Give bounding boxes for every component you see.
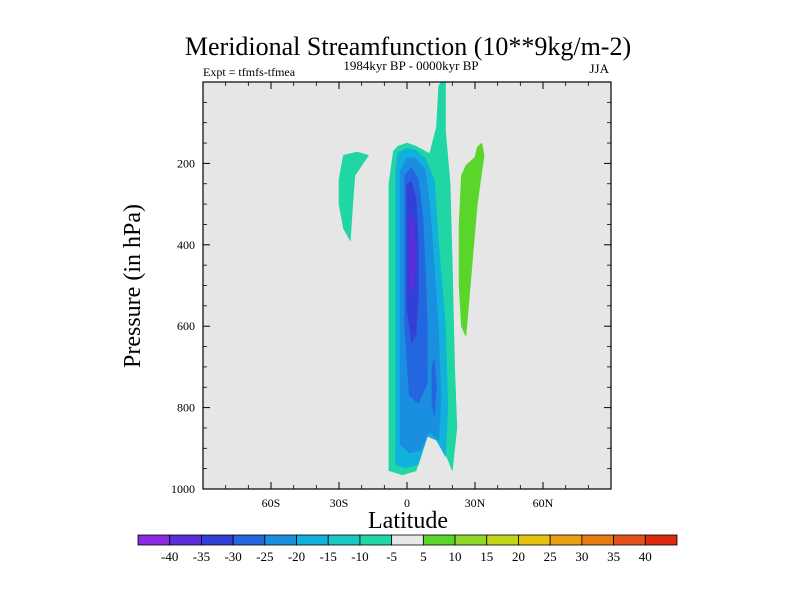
colorbar-swatch xyxy=(201,534,234,546)
colorbar-label: 35 xyxy=(607,549,620,564)
x-tick-label: 60S xyxy=(262,496,281,510)
contour-regions xyxy=(338,81,485,476)
y-tick-label: 600 xyxy=(177,319,195,333)
colorbar-swatch xyxy=(232,534,266,546)
experiment-label: Expt = tfmfs-tfmea xyxy=(203,65,296,79)
chart-title: Meridional Streamfunction (10**9kg/m-2) xyxy=(185,32,631,61)
colorbar-swatch xyxy=(137,534,171,546)
x-tick-label: 30N xyxy=(465,496,486,510)
season-label: JJA xyxy=(589,61,609,76)
colorbar-swatch xyxy=(454,534,488,546)
colorbar-label: 5 xyxy=(420,549,427,564)
x-tick-label: 60N xyxy=(533,496,554,510)
axis-ticks: 60S 30S 0 30N 60N 200 400 600 800 1000 xyxy=(171,82,611,510)
x-tick-label: 30S xyxy=(330,496,349,510)
colorbar-label: 40 xyxy=(639,549,652,564)
contour-region-6 xyxy=(408,215,417,290)
y-tick-label: 1000 xyxy=(171,482,195,496)
colorbar-label: 25 xyxy=(544,549,557,564)
contour-region-0 xyxy=(338,151,369,242)
colorbar-swatch xyxy=(581,534,614,546)
colorbar-swatch xyxy=(644,534,678,546)
colorbar-swatch xyxy=(264,534,297,546)
colorbar-swatch xyxy=(518,534,551,546)
y-tick-label: 400 xyxy=(177,238,195,252)
y-tick-label: 200 xyxy=(177,156,195,170)
colorbar-swatch xyxy=(422,534,456,546)
colorbar-label: -40 xyxy=(161,549,178,564)
x-axis-label: Latitude xyxy=(368,508,448,534)
colorbar-label: -20 xyxy=(288,549,305,564)
colorbar-swatch xyxy=(359,534,393,546)
colorbar-swatch xyxy=(327,534,361,546)
y-tick-label: 800 xyxy=(177,401,195,415)
colorbar-swatch xyxy=(296,534,329,546)
colorbar-label: -35 xyxy=(193,549,210,564)
colorbar-swatch xyxy=(486,534,519,546)
colorbar-label: 10 xyxy=(449,549,462,564)
colorbar-label: 15 xyxy=(480,549,493,564)
period-label: 1984kyr BP - 0000kyr BP xyxy=(343,58,478,73)
colorbar-swatch xyxy=(613,534,646,546)
colorbar-label: 30 xyxy=(575,549,588,564)
colorbar-label: -10 xyxy=(351,549,368,564)
colorbar-swatch xyxy=(169,534,202,546)
contour-region-7 xyxy=(431,358,437,416)
colorbar-label: 20 xyxy=(512,549,525,564)
colorbar-swatch xyxy=(391,534,424,546)
colorbar-label: -25 xyxy=(256,549,273,564)
colorbar-swatch xyxy=(549,534,583,546)
contour-region-8 xyxy=(458,142,485,337)
colorbar: -40 -35 -30 -25 -20 -15 -10 -5 5 10 15 20 25 30 35 40 xyxy=(137,534,678,564)
colorbar-label: -5 xyxy=(386,549,397,564)
colorbar-label: -15 xyxy=(320,549,337,564)
colorbar-label: -30 xyxy=(224,549,241,564)
y-axis-label: Pressure (in hPa) xyxy=(120,204,146,368)
x-tick-label: 0 xyxy=(404,496,410,510)
